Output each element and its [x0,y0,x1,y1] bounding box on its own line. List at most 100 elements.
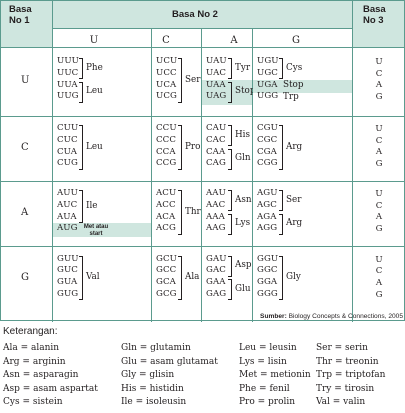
codon-GGA: GGA [257,277,278,287]
codon-UAA: UAA [206,79,226,90]
legend-item: Asn = asparagin [3,370,79,381]
codon-GAU: GAU [206,253,227,264]
second-base-C: C [162,35,170,46]
third-base-C: C [375,135,383,146]
third-base-A: A [375,212,383,223]
codon-AGU: AGU [257,188,278,199]
codon-AGC: AGC [257,199,277,210]
codon-CGC: CGC [257,134,278,145]
third-base-G: G [375,92,383,103]
codon-UAU: UAU [206,56,227,67]
second-base-A: A [230,35,238,46]
third-base-A: A [375,80,383,91]
header-basa1: Basa No 1 [9,4,32,26]
codon-CAA: CAA [206,146,226,157]
third-base-A: A [375,277,383,288]
legend-item: Val = valin [316,397,366,408]
codon-GUU: GUU [57,253,79,264]
third-base-U: U [375,57,383,68]
bracket [279,190,283,212]
third-base-U: U [375,124,383,135]
legend-item: Leu = leusin [239,343,297,353]
bracket [79,190,83,224]
amino-acid-leu: Leu [86,141,103,152]
codon-table: Basa No 1 Basa No 2 Basa No 3 U C A G U U C A G UUU U… [0,0,405,322]
codon-UGU: UGU [257,56,279,67]
line-v [201,28,202,322]
shade-stop [202,79,252,105]
bracket [228,279,232,301]
amino-acid-asn: Asn [235,194,252,205]
codon-UAC: UAC [206,67,227,78]
third-base-C: C [375,200,383,211]
codon-GCU: GCU [156,253,177,264]
shade-stop [253,79,352,94]
legend-item: Gln = glutamin [121,343,191,353]
codon-ACA: ACA [156,211,176,222]
bracket [178,58,182,103]
third-base-C: C [375,68,383,79]
codon-UUC: UUC [57,67,79,78]
amino-acid-ser: Ser [286,194,302,205]
first-base-A: A [21,206,29,218]
amino-acid-gly: Gly [286,272,301,282]
bracket [178,255,182,301]
amino-acid-ile: Ile [86,200,98,211]
bracket [228,213,232,235]
amino-acid-cys: Cys [286,62,303,73]
codon-CGG: CGG [257,158,278,169]
legend-item: Ile = isoleusin [121,397,187,408]
codon-CCA: CCA [156,146,176,157]
bracket [228,148,232,170]
codon-GUG: GUG [57,288,79,299]
bracket [228,190,232,212]
bracket [279,213,283,235]
amino-acid-val: Val [86,272,100,282]
line-v [151,28,152,322]
codon-AUC: AUC [57,199,78,210]
codon-UCG: UCG [156,91,177,102]
amino-acid-asp: Asp [235,260,252,271]
legend-item: Arg = arginin [3,356,66,367]
codon-AAC: AAC [206,199,226,210]
legend-item: Thr = treonin [316,356,379,367]
codon-UGA: UGA [257,79,278,90]
first-base-C: C [21,141,29,153]
header-basa2-bg [52,1,352,28]
codon-GCA: GCA [156,277,176,287]
third-base-G: G [375,159,383,170]
codon-AAU: AAU [206,188,226,199]
legend-item: Glu = asam glutamat [121,356,218,367]
codon-ACU: ACU [156,188,177,199]
amino-acid-stop: Stop [235,86,256,97]
amino-acid-ser: Ser [185,74,201,85]
codon-CUC: CUC [57,134,78,145]
source-label: Sumber: [260,313,287,320]
legend-item: Gly = glisin [121,370,175,381]
legend-title: Keterangan: [3,326,58,337]
codon-CUU: CUU [57,123,79,134]
amino-acid-thr: Thr [185,206,201,217]
codon-UCA: UCA [156,79,177,90]
codon-UUA: UUA [57,79,78,90]
legend-item: Asp = asam aspartat [3,383,98,394]
third-base-U: U [375,189,383,200]
line-h-row [1,246,404,247]
bracket [79,125,83,170]
codon-ACC: ACC [156,199,176,210]
legend-item: Ala = alanin [3,343,60,353]
bracket [279,255,283,301]
amino-acid-pro: Pro [185,141,201,152]
third-base-C: C [375,266,383,277]
codon-GGC: GGC [257,265,278,276]
line-h-row [1,181,404,182]
codon-GAC: GAC [206,265,226,276]
codon-GAA: GAA [206,277,226,287]
codon-UAG: UAG [206,91,227,102]
legend-item: Trp = triptofan [316,370,386,381]
header-basa3: Basa No 3 [363,4,386,26]
line-h-row [1,47,404,48]
legend-item: Lys = lisin [239,356,287,367]
